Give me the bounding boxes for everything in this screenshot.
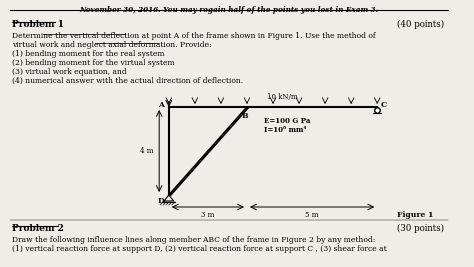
- Text: Problem 1: Problem 1: [11, 20, 64, 29]
- Text: (1) vertical reaction force at support D, (2) vertical reaction force at support: (1) vertical reaction force at support D…: [11, 245, 386, 253]
- Text: D: D: [157, 197, 164, 205]
- Text: I=10⁶ mm⁴: I=10⁶ mm⁴: [264, 126, 307, 134]
- Text: C: C: [381, 101, 387, 109]
- Text: B: B: [242, 112, 248, 120]
- Text: (1) bending moment for the real system: (1) bending moment for the real system: [11, 50, 164, 58]
- Text: (4) numerical answer with the actual direction of deflection.: (4) numerical answer with the actual dir…: [11, 77, 243, 85]
- Text: (30 points): (30 points): [397, 224, 444, 233]
- Text: (2) bending moment for the virtual system: (2) bending moment for the virtual syste…: [11, 59, 174, 67]
- Text: November 30, 2016. You may regain half of the points you lost in Exam 3.: November 30, 2016. You may regain half o…: [79, 6, 378, 14]
- Text: Figure 1: Figure 1: [397, 211, 433, 219]
- Text: Problem 2: Problem 2: [11, 224, 64, 233]
- Text: Draw the following influence lines along member ABC of the frame in Figure 2 by : Draw the following influence lines along…: [11, 236, 375, 244]
- Text: (3) virtual work equation, and: (3) virtual work equation, and: [11, 68, 127, 76]
- Text: virtual work and neglect axial deformation. Provide:: virtual work and neglect axial deformati…: [11, 41, 211, 49]
- Text: A: A: [158, 101, 164, 109]
- Text: 4 m: 4 m: [140, 147, 154, 155]
- Text: 3 m: 3 m: [201, 211, 215, 219]
- Text: 5 m: 5 m: [305, 211, 319, 219]
- Text: 10 kN/m: 10 kN/m: [267, 93, 298, 101]
- Text: (40 points): (40 points): [397, 20, 444, 29]
- Text: E=100 G Pa: E=100 G Pa: [264, 117, 311, 125]
- Text: Determine the vertical deflection at point A of the frame shown in Figure 1. Use: Determine the vertical deflection at poi…: [11, 32, 375, 40]
